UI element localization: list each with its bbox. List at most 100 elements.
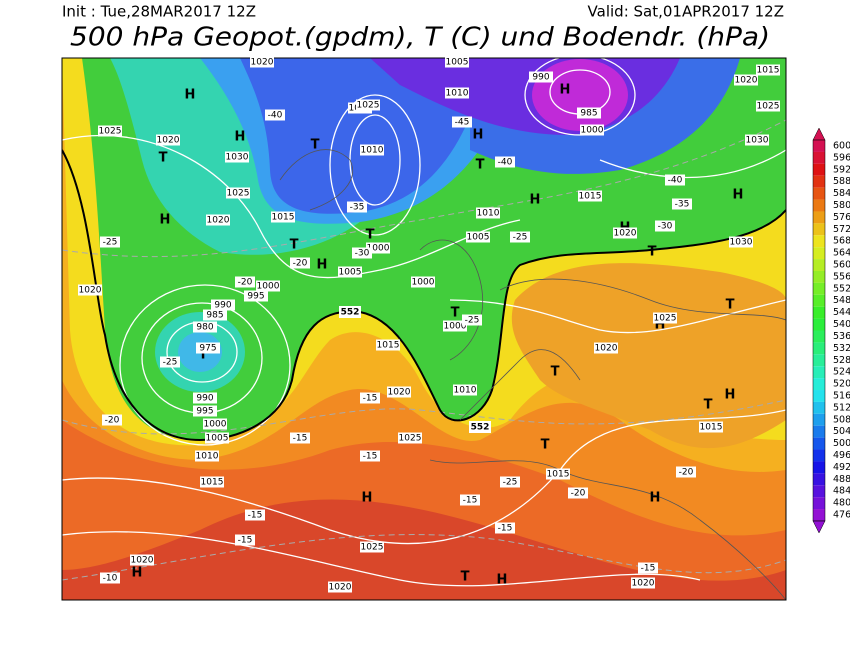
isobar-label-box [328,581,352,593]
isobar-label-box [205,432,229,444]
isobar-label-box [445,56,469,68]
colorbar-label: 540 [833,319,850,330]
isobar-label-box [256,280,280,292]
pressure-center: H [185,88,196,103]
isobar-label: 1015 [579,192,602,202]
colorbar-label: 528 [833,355,850,366]
temperature-label: -25 [103,238,118,248]
colorbar-swatch [813,163,825,176]
contour-label: 552 [471,423,490,433]
isobar-label-box [613,227,637,239]
isobar-label: 990 [196,394,213,404]
temperature-label-box [495,522,515,534]
colorbar-swatch [813,187,825,200]
isobar-label-box [225,151,249,163]
isobar-label: 1020 [79,286,102,296]
temperature-label: -40 [668,176,683,186]
isobar-label-box [745,134,769,146]
isobar-label: 1010 [454,386,477,396]
colorbar-swatch [813,461,825,474]
temperature-label-box [495,156,515,168]
pressure-center: H [160,213,171,228]
colorbar-swatch [813,318,825,331]
temperature-label: -25 [513,233,528,243]
temperature-label-box [235,534,255,546]
colorbar-label: 476 [833,510,850,521]
colorbar-swatch [813,366,825,379]
temperature-label-box [102,414,122,426]
colorbar-swatch [813,509,825,521]
colorbar-label: 512 [833,402,850,413]
temperature-label: -20 [293,259,308,269]
temperature-label-box [290,257,310,269]
isobar-label: 1015 [201,478,224,488]
isobar-label: 1025 [399,434,422,444]
pressure-center: H [655,318,666,333]
isobar-label: 1025 [99,127,122,137]
isobar-label: 1020 [131,556,154,566]
pressure-center: T [476,158,485,173]
isobar-label-box [756,64,780,76]
colorbar-swatch [813,247,825,260]
temperature-label-box [352,247,372,259]
isobar-label: 1015 [377,341,400,351]
isobar-label-box [196,342,220,354]
temperature-label: -25 [163,358,178,368]
colorbar-swatch [813,378,825,391]
colorbar-swatch [813,497,825,510]
isobar-label-box [653,312,677,324]
temperature-label-box [462,314,482,326]
pressure-center: H [362,491,373,506]
isobar-label: 1010 [446,89,469,99]
temperature-label: -10 [103,574,118,584]
isobar-label: 1030 [730,238,753,248]
pressure-center: H [132,566,143,581]
temperature-label: -15 [293,434,308,444]
isobar-label-box [226,187,250,199]
colorbar-swatch [813,390,825,402]
temperature-label-box [452,116,472,128]
temperature-label-box [500,476,520,488]
temperature-label: -15 [238,536,253,546]
colorbar-label: 548 [833,295,850,306]
contour-552 [62,149,786,442]
temperature-label: -15 [363,452,378,462]
colorbar-swatch [813,270,825,283]
isobar-label: 990 [214,301,231,311]
isobar-label: 1020 [388,388,411,398]
pressure-center: T [648,245,657,260]
temperature-label-box [347,201,367,213]
pressure-center: T [451,306,460,321]
colorbar-label: 516 [833,390,850,401]
isobar-label: 1020 [157,136,180,146]
temperature-label-box [265,109,285,121]
colorbar-swatch [813,175,825,188]
colorbar-label: 500 [833,438,850,449]
temperature-label: -35 [675,200,690,210]
colorbar-label: 592 [833,164,850,175]
colorbar-label: 520 [833,379,850,390]
colorbar-label: 492 [833,462,850,473]
colorbar-label: 584 [833,188,850,199]
isobar-label: 1015 [272,213,295,223]
colorbar-cap [812,520,826,534]
colorbar-swatch [813,437,825,450]
isobar-label-box [594,342,618,354]
isobar-label-box [445,87,469,99]
colorbar-swatch [813,223,825,236]
isobar-label: 1005 [446,58,469,68]
isobar-label: 1000 [412,278,435,288]
isobar-label: 1005 [339,268,362,278]
isobar-label-box [577,107,601,119]
isobar-label: 1020 [207,216,230,226]
isobar-label-box [250,56,274,68]
isobar-label: 1000 [257,282,280,292]
isobar-label: 1015 [757,66,780,76]
temperature-label: -15 [641,564,656,574]
colorbar-swatch [813,342,825,355]
colorbar-swatch [813,140,825,152]
isobar-label: 975 [199,344,216,354]
colorbar-label: 576 [833,212,850,223]
isobar-label: 985 [206,311,223,321]
isobar-label: 985 [580,109,597,119]
